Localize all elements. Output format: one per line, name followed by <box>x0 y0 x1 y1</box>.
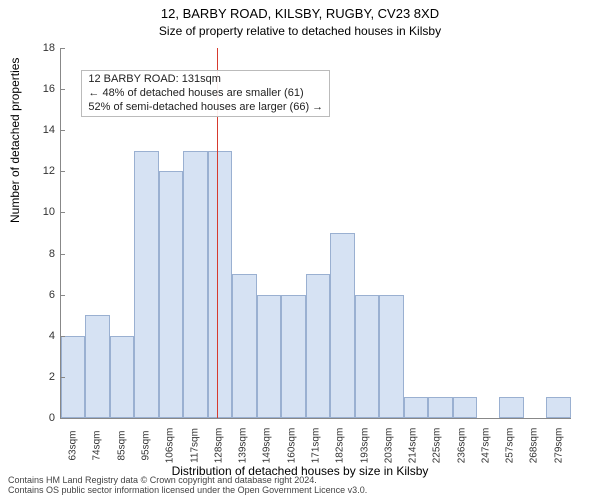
bar <box>306 274 330 418</box>
bar <box>379 295 403 418</box>
bar <box>183 151 207 418</box>
y-tick: 8 <box>49 248 61 260</box>
y-axis-label: Number of detached properties <box>8 58 22 223</box>
plot-area: 024681012141618 63sqm74sqm85sqm95sqm106s… <box>60 48 571 419</box>
bar <box>159 171 183 418</box>
y-tick: 12 <box>43 165 61 177</box>
footer-line2: Contains OS public sector information li… <box>8 486 367 496</box>
bar <box>404 397 428 418</box>
y-tick: 2 <box>49 371 61 383</box>
bar <box>257 295 281 418</box>
bar <box>428 397 452 418</box>
annotation-box: 12 BARBY ROAD: 131sqm← 48% of detached h… <box>81 70 330 117</box>
y-tick: 4 <box>49 330 61 342</box>
footer-attribution: Contains HM Land Registry data © Crown c… <box>8 476 367 496</box>
bar <box>134 151 158 418</box>
y-tick: 10 <box>43 206 61 218</box>
y-tick: 16 <box>43 83 61 95</box>
annotation-line: ← 48% of detached houses are smaller (61… <box>88 87 323 101</box>
annotation-line: 52% of semi-detached houses are larger (… <box>88 101 323 115</box>
bar <box>85 315 109 418</box>
y-tick: 14 <box>43 124 61 136</box>
chart-subtitle: Size of property relative to detached ho… <box>0 24 600 38</box>
y-tick: 6 <box>49 289 61 301</box>
bar <box>208 151 232 418</box>
chart-container: 12, BARBY ROAD, KILSBY, RUGBY, CV23 8XD … <box>0 0 600 500</box>
y-tick: 0 <box>49 412 61 424</box>
bar <box>281 295 305 418</box>
chart-title: 12, BARBY ROAD, KILSBY, RUGBY, CV23 8XD <box>0 6 600 21</box>
annotation-line: 12 BARBY ROAD: 131sqm <box>88 73 323 87</box>
bar <box>232 274 256 418</box>
y-tick: 18 <box>43 42 61 54</box>
bar <box>546 397 570 418</box>
bar <box>330 233 354 418</box>
bar <box>499 397 523 418</box>
bar <box>110 336 134 418</box>
bar <box>355 295 379 418</box>
bar <box>453 397 477 418</box>
